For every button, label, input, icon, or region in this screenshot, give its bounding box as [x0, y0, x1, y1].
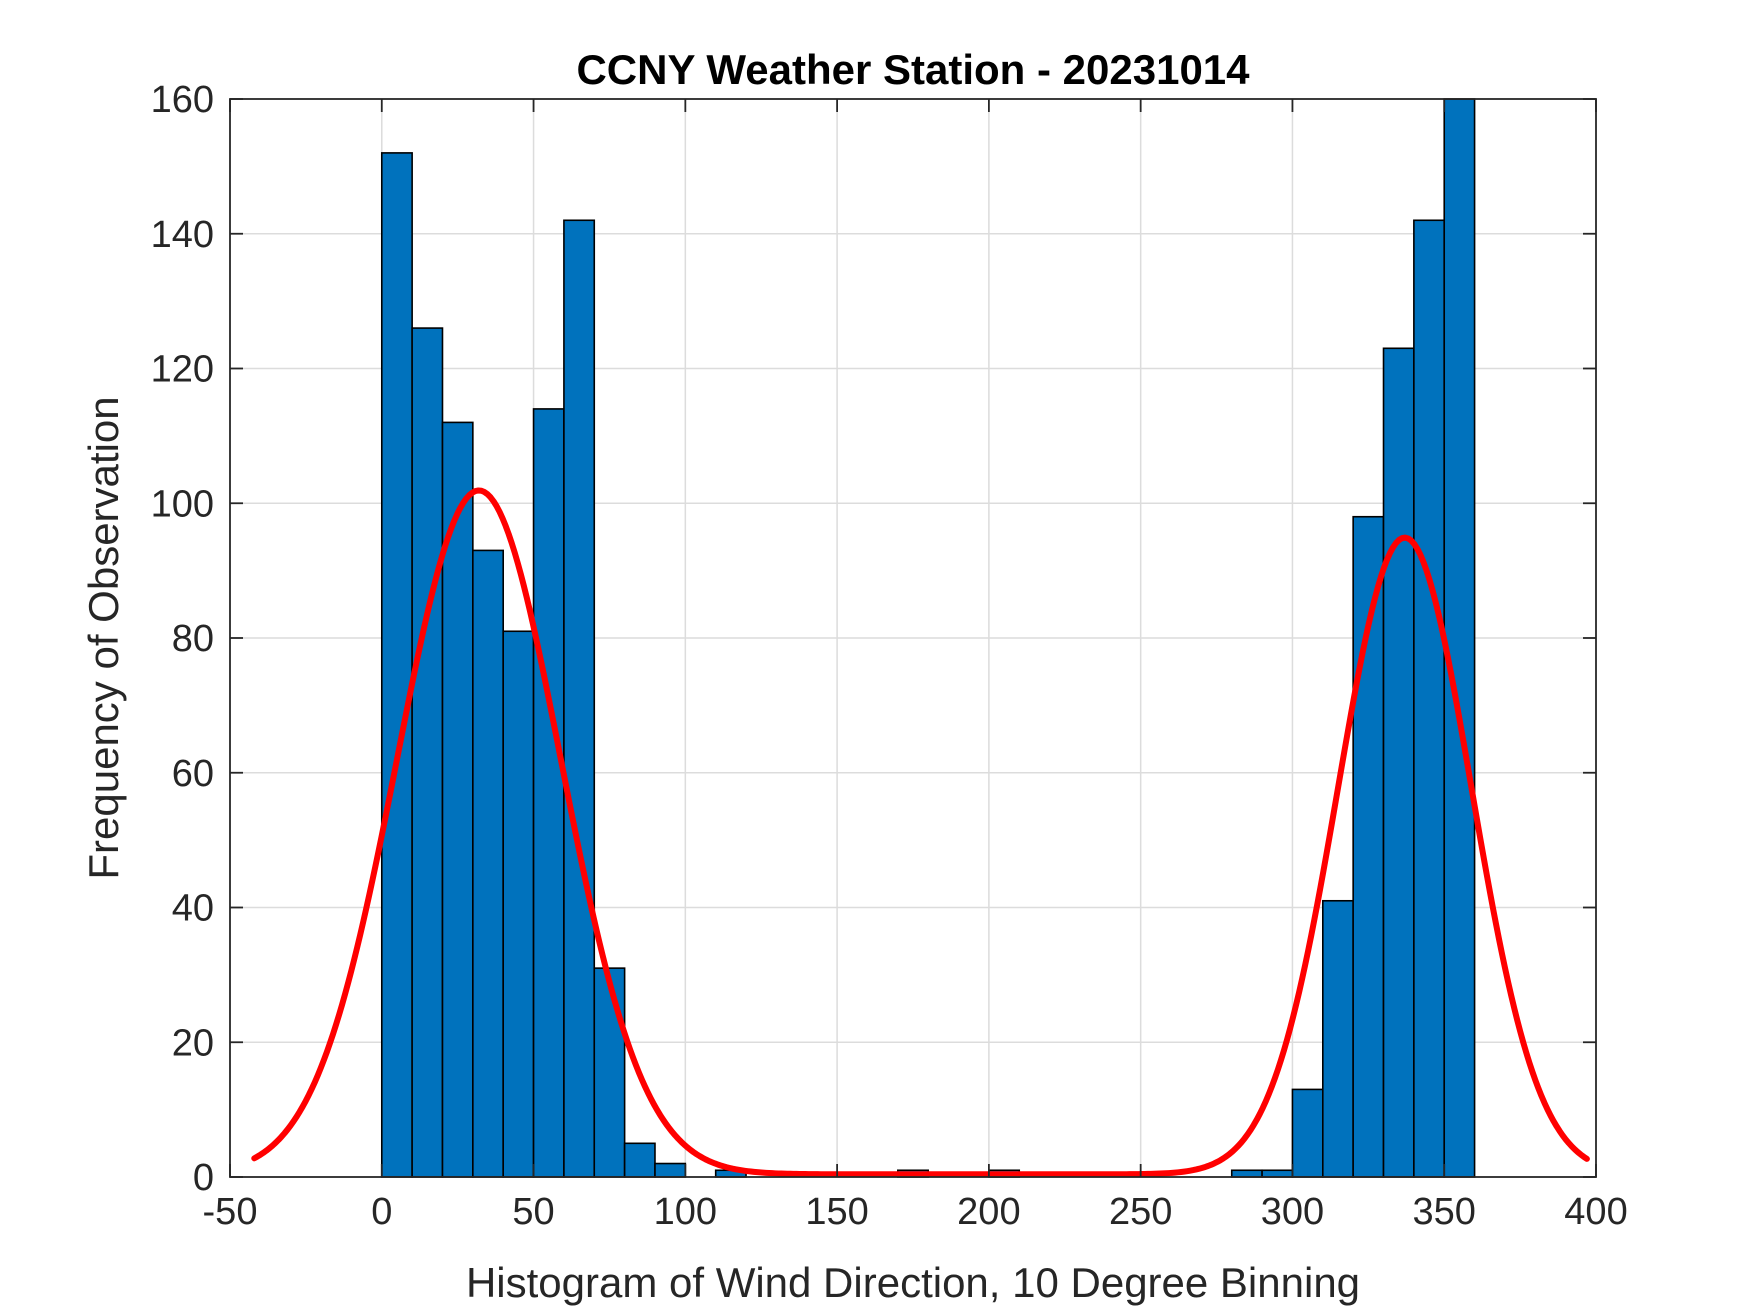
x-tick-label: 50 [512, 1191, 554, 1233]
histogram-bar [532, 408, 565, 1178]
histogram-bar [1322, 899, 1354, 1178]
x-tick-label: 0 [371, 1191, 392, 1233]
x-tick-label: 200 [957, 1191, 1020, 1233]
histogram-bar [380, 152, 413, 1178]
histogram-bar [1230, 1169, 1263, 1178]
y-tick-label: 160 [151, 79, 214, 121]
y-tick-label: 60 [172, 753, 214, 795]
histogram-bar [472, 549, 505, 1178]
axes [229, 98, 1597, 1178]
y-tick-label: 0 [193, 1157, 214, 1199]
histogram-bar [1443, 98, 1476, 1178]
histogram-bar [593, 967, 626, 1178]
y-tick-label: 120 [151, 349, 214, 391]
x-tick-label: 350 [1413, 1191, 1476, 1233]
fit-curve-line [251, 487, 1590, 1178]
x-axis-label: Histogram of Wind Direction, 10 Degree B… [466, 1259, 1360, 1306]
tick-labels: -50 0 50 100 150 200 250 300 350 4000204060801001… [151, 79, 1628, 1233]
x-tick-label: 250 [1109, 1191, 1172, 1233]
histogram-bar [1261, 1169, 1294, 1178]
histogram-bar [1382, 347, 1415, 1178]
y-axis-label: Frequency of Observation [80, 396, 127, 879]
histogram-bar [563, 219, 596, 1178]
histogram-bar [411, 327, 444, 1178]
x-tick-label: 300 [1261, 1191, 1324, 1233]
fit-curve-group [251, 487, 1590, 1178]
histogram-bar [502, 630, 535, 1178]
y-tick-label: 80 [172, 618, 214, 660]
y-tick-label: 100 [151, 483, 214, 525]
x-tick-label: -50 [203, 1191, 258, 1233]
histogram-bar [1413, 219, 1446, 1178]
y-tick-label: 140 [151, 214, 214, 256]
histogram-bar [623, 1142, 656, 1178]
x-tick-label: 400 [1564, 1191, 1627, 1233]
x-tick-label: 150 [805, 1191, 868, 1233]
x-tick-label: 100 [654, 1191, 717, 1233]
histogram-bar [654, 1162, 687, 1178]
y-tick-label: 20 [172, 1022, 214, 1064]
y-tick-label: 40 [172, 888, 214, 930]
histogram-bar [1291, 1088, 1324, 1178]
histogram-bars [380, 98, 1476, 1178]
chart-title: CCNY Weather Station - 20231014 [576, 46, 1250, 93]
